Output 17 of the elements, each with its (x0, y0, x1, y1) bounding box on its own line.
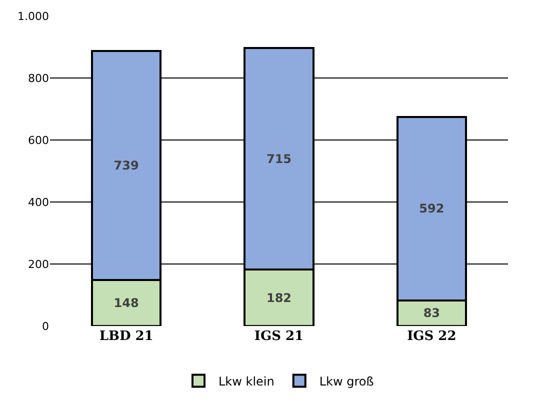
y-tick-label: 200 (28, 258, 49, 271)
legend-label: Lkw klein (218, 374, 274, 388)
data-label: 182 (266, 290, 292, 305)
x-tick-label: LBD 21 (99, 329, 154, 344)
data-label: 148 (114, 296, 139, 310)
y-tick-label: 600 (28, 134, 49, 147)
x-tick-label: IGS 21 (254, 329, 304, 344)
y-tick-label: 400 (28, 196, 49, 209)
legend-label: Lkw groß (319, 374, 374, 388)
y-tick-label: 800 (28, 72, 49, 85)
x-tick-label: IGS 22 (407, 329, 456, 344)
data-label: 739 (114, 158, 139, 173)
data-label: 715 (266, 152, 292, 166)
y-tick-label: 0 (42, 320, 49, 333)
data-label: 592 (419, 202, 444, 216)
data-label: 83 (423, 306, 440, 320)
y-tick-label: 1.000 (18, 10, 49, 23)
